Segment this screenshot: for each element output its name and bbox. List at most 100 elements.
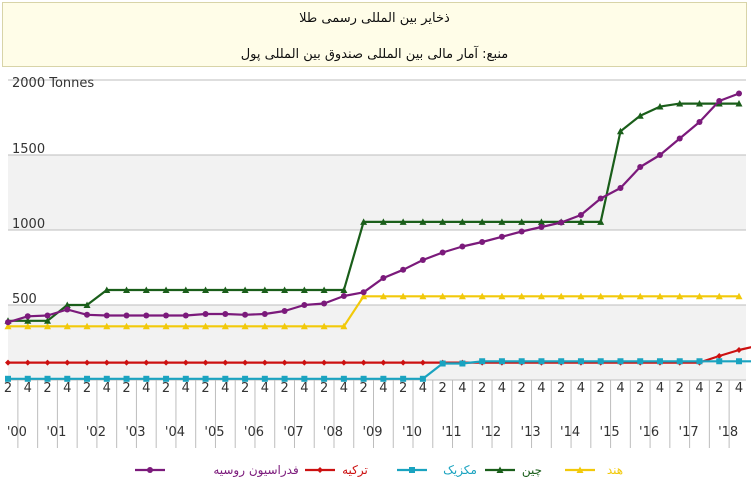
data-point [498, 358, 505, 365]
x-quarter-label: 2 [557, 381, 565, 396]
data-point [103, 375, 110, 382]
x-year-label: '10 [402, 425, 422, 440]
data-point [222, 311, 229, 317]
x-quarter-label: 2 [4, 381, 12, 396]
data-point [202, 359, 209, 366]
x-quarter-label: 4 [735, 381, 743, 396]
data-point [695, 292, 703, 300]
data-point [736, 347, 742, 353]
legend-label: ترکیه [342, 463, 368, 478]
data-point [399, 292, 407, 300]
data-point [64, 306, 71, 313]
data-point [577, 358, 584, 365]
data-point [123, 312, 130, 319]
data-point [163, 312, 170, 319]
data-point [637, 358, 644, 365]
data-point [83, 301, 91, 308]
x-year-label: '01 [46, 425, 66, 440]
plot-band [8, 155, 746, 230]
data-point [24, 322, 32, 330]
x-year-label: '16 [639, 425, 659, 440]
data-point [716, 98, 723, 104]
data-point [300, 286, 308, 293]
data-point [242, 311, 249, 318]
data-point [696, 119, 703, 125]
data-point [735, 292, 743, 300]
data-point [5, 319, 11, 326]
x-quarter-label: 4 [616, 381, 624, 396]
x-quarter-label: 4 [577, 381, 585, 396]
data-point [44, 322, 52, 330]
x-year-label: '09 [362, 425, 382, 440]
data-point [5, 375, 11, 382]
data-point [478, 292, 486, 300]
legend-label: چین [522, 463, 542, 478]
y-tick-label: 1000 [12, 217, 45, 232]
data-point [261, 311, 268, 317]
chart-subtitle: منبع: آمار مالی بین المللی صندوق بین الم… [240, 47, 509, 62]
y-tick-label: 500 [12, 292, 37, 307]
data-point [636, 292, 644, 300]
x-quarter-label: 4 [656, 381, 664, 396]
x-quarter-label: 4 [458, 381, 466, 396]
data-point [518, 228, 525, 235]
data-point [281, 322, 289, 330]
x-quarter-label: 4 [261, 381, 269, 396]
data-point [340, 375, 347, 382]
data-point [518, 358, 525, 365]
data-point [676, 100, 684, 107]
data-point [242, 359, 249, 366]
x-year-label: '04 [165, 425, 185, 440]
x-quarter-label: 2 [43, 381, 51, 396]
data-point [498, 218, 506, 225]
x-quarter-label: 4 [142, 381, 150, 396]
data-point [182, 312, 189, 319]
data-point [301, 302, 308, 308]
data-point [617, 185, 624, 191]
data-point [637, 164, 644, 170]
x-quarter-label: 4 [419, 381, 427, 396]
plot-band [8, 230, 746, 305]
data-point [439, 292, 447, 300]
data-point [736, 90, 742, 97]
data-point [459, 243, 466, 250]
data-point [558, 219, 565, 226]
data-point [221, 286, 229, 293]
data-point [64, 359, 71, 366]
data-point [400, 375, 407, 382]
data-point [636, 112, 644, 119]
data-point [44, 317, 52, 324]
data-point [143, 359, 150, 366]
data-point [182, 359, 189, 366]
data-point [498, 233, 505, 240]
data-point [400, 359, 407, 366]
x-year-label: '15 [600, 425, 620, 440]
data-point [162, 322, 170, 330]
data-point [380, 275, 387, 281]
data-point [340, 359, 347, 366]
data-point [202, 375, 209, 382]
x-year-label: '12 [481, 425, 501, 440]
data-point [103, 312, 110, 319]
data-point [123, 322, 131, 330]
data-point [577, 292, 585, 300]
data-point [202, 286, 210, 293]
data-point [459, 360, 466, 367]
data-point [340, 322, 348, 330]
x-year-label: '03 [125, 425, 145, 440]
data-point [182, 286, 190, 293]
data-point [84, 359, 91, 366]
data-point [143, 312, 150, 319]
x-year-label: '18 [718, 425, 738, 440]
data-point [478, 218, 486, 225]
data-point [360, 289, 367, 296]
data-point [44, 359, 51, 366]
data-point [142, 322, 150, 330]
x-quarter-label: 4 [103, 381, 111, 396]
x-quarter-label: 2 [83, 381, 91, 396]
legend-swatch-marker [409, 467, 415, 473]
data-point [261, 286, 269, 293]
x-quarter-label: 4 [300, 381, 308, 396]
data-point [320, 322, 328, 330]
x-year-label: '13 [521, 425, 541, 440]
